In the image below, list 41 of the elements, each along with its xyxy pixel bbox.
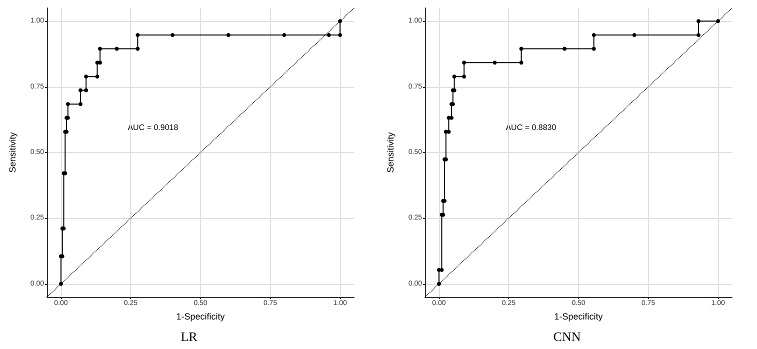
- point: [66, 102, 70, 106]
- x-axis-title: 1-Specificity: [176, 311, 226, 322]
- point: [98, 46, 102, 51]
- point: [440, 268, 444, 272]
- point: [462, 74, 466, 79]
- point: [696, 33, 701, 38]
- text: LR: [180, 329, 198, 344]
- point: [338, 33, 342, 38]
- point: [519, 46, 524, 51]
- point: [170, 33, 175, 38]
- point: [78, 102, 82, 106]
- point: [282, 33, 286, 38]
- point: [696, 19, 701, 24]
- point: [338, 19, 342, 24]
- point: [136, 46, 140, 51]
- x-axis-title: 1-Specificity: [554, 311, 604, 322]
- y-axis-title: Sensitivity: [386, 132, 396, 173]
- point: [326, 33, 331, 38]
- point: [436, 282, 441, 286]
- point: [716, 19, 720, 24]
- point: [562, 46, 567, 51]
- point: [519, 60, 524, 65]
- point: [592, 33, 596, 38]
- point: [226, 33, 230, 38]
- point: [58, 282, 63, 286]
- point: [95, 74, 100, 79]
- point: [84, 88, 88, 92]
- point: [462, 60, 466, 65]
- point: [452, 74, 456, 79]
- point: [136, 33, 140, 38]
- point: [84, 74, 88, 79]
- point: [114, 46, 119, 51]
- point: [78, 88, 82, 92]
- point: [446, 130, 451, 134]
- point: [592, 46, 596, 51]
- text: CNN: [553, 329, 582, 344]
- point: [632, 33, 636, 38]
- point: [450, 116, 454, 120]
- point: [492, 60, 497, 65]
- point: [98, 60, 102, 65]
- y-axis-title: Sensitivity: [8, 132, 18, 173]
